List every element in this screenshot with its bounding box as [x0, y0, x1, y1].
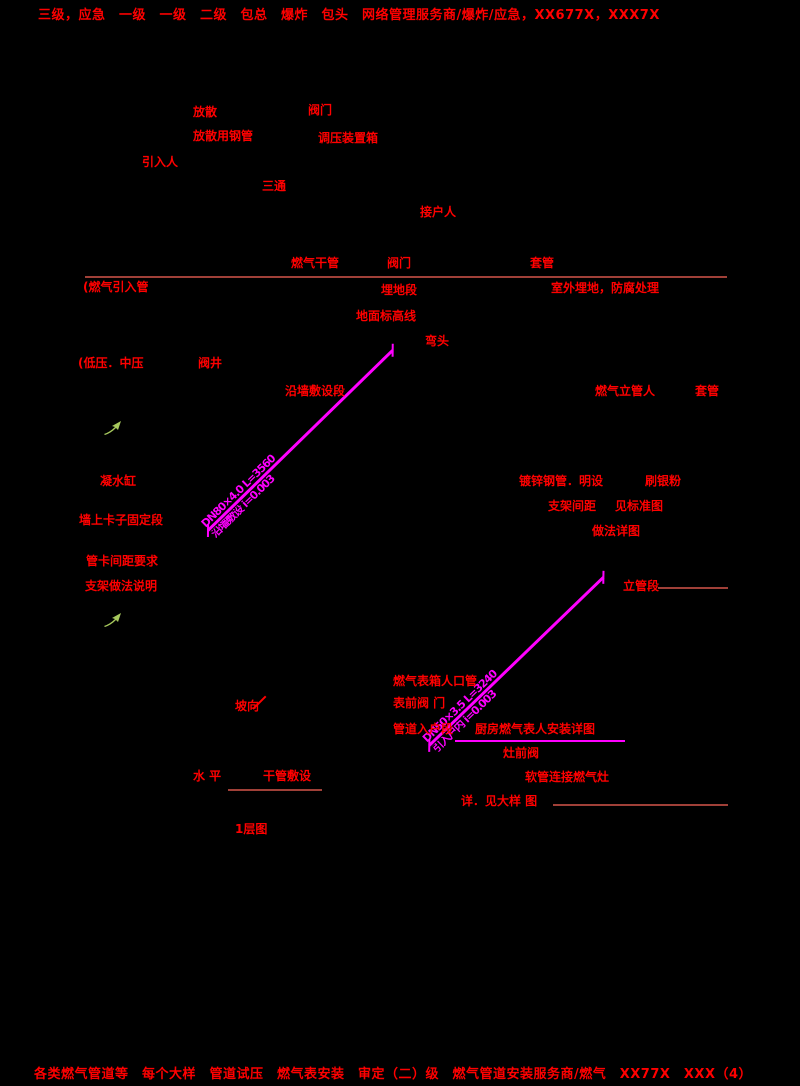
annotation-label: 室外埋地，防腐处理	[551, 281, 660, 295]
drawing-footer-text: 各类燃气管道等 每个大样 管道试压 燃气表安装 审定（二）级 燃气管道安装服务商…	[34, 1067, 753, 1082]
annotation-label: 表前阀 门	[393, 696, 446, 710]
drawing-line	[228, 789, 322, 791]
annotation-label: 软管连接燃气灶	[525, 770, 610, 784]
pipe-dimension-text: DN50×3.5 L=3240	[420, 667, 500, 744]
annotation-label: 支架做法说明	[85, 579, 158, 593]
annotation-label: 镀锌钢管．明设	[519, 474, 604, 488]
drawing-header-text: 三级，应急 一级 一级 二级 包总 爆炸 包头 网络管理服务商/爆炸/应急，XX…	[38, 8, 660, 23]
annotation-label: 刷银粉	[645, 474, 682, 488]
pipe-dimension-text: 沿墙敷设 i=0.003	[209, 472, 277, 539]
annotation-label: 立管段	[623, 579, 660, 593]
annotation-label: 套管	[530, 256, 555, 270]
drawing-line	[455, 740, 625, 742]
annotation-label: 干管敷设	[263, 769, 312, 783]
annotation-label: 弯头	[425, 334, 450, 348]
annotation-label: 管道入户段	[393, 722, 454, 736]
annotation-label: 埋地段	[381, 283, 418, 297]
annotation-label: 阀门	[308, 103, 333, 117]
annotation-label: 调压装置箱	[318, 131, 379, 145]
annotation-label: 见标准图	[615, 499, 664, 513]
drawing-line	[553, 804, 728, 806]
annotation-label: 燃气表箱人口管	[393, 674, 478, 688]
annotation-label: (燃气引入管	[83, 280, 149, 294]
annotation-label: 引入人	[142, 155, 179, 169]
annotation-label: 燃气立管人	[595, 384, 656, 398]
annotation-label: 详．见大样 图	[461, 794, 538, 808]
annotation-label: 阀井	[198, 356, 223, 370]
annotation-label: 放散	[193, 105, 218, 119]
annotation-label: 燃气干管	[291, 256, 340, 270]
annotation-label: 做法详图	[592, 524, 641, 538]
annotation-label: 阀门	[387, 256, 412, 270]
annotation-label: 厨房燃气表人安装详图	[475, 722, 596, 736]
drawing-line	[85, 276, 727, 278]
annotation-label: 放散用钢管	[193, 129, 254, 143]
drawing-line	[658, 587, 728, 589]
pipe-dimension-band: DN80×4.0 L=3560 沿墙敷设 i=0.003	[198, 340, 402, 540]
annotation-label: 坡向	[235, 699, 260, 713]
annotation-label: 套管	[695, 384, 720, 398]
annotation-label: 支架间距	[548, 499, 597, 513]
pipe-dimension-text: DN80×4.0 L=3560	[199, 451, 278, 529]
annotation-label: 沿墙敷设段	[285, 384, 346, 398]
annotation-label: 墙上卡子固定段	[79, 513, 164, 527]
annotation-label: 灶前阀	[503, 746, 540, 760]
direction-arrow-icon	[102, 419, 124, 437]
annotation-label: 地面标高线	[356, 309, 417, 323]
pipe-line	[206, 348, 394, 532]
annotation-label: (低压．中压	[78, 356, 144, 370]
annotation-label: 水 平	[193, 769, 222, 783]
annotation-label: 1层图	[235, 822, 268, 836]
annotation-label: 三通	[262, 179, 287, 193]
annotation-label: 接户人	[420, 205, 457, 219]
annotation-label: 管卡间距要求	[86, 554, 159, 568]
annotation-label: 凝水缸	[100, 474, 137, 488]
pipe-line	[427, 575, 605, 747]
direction-arrow-icon	[102, 611, 124, 629]
